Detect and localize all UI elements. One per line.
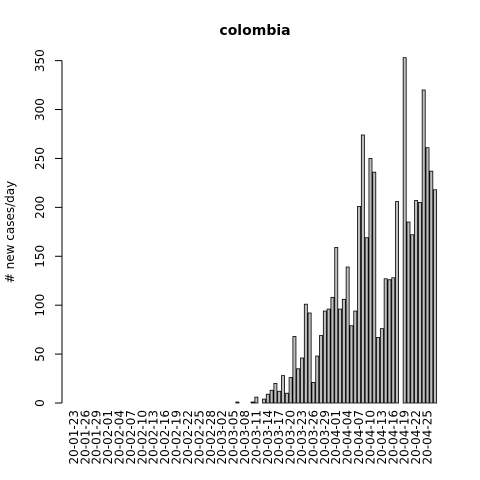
bar [376,337,380,404]
bar [334,247,339,404]
bar [433,189,438,404]
bar [357,205,361,404]
x-tick-label: 20-04-25 [420,410,434,464]
bar [292,336,297,404]
bar [417,202,422,404]
bar [338,308,342,404]
x-tick-label: 20-03-29 [318,410,332,464]
x-tick-label: 20-02-25 [192,410,206,464]
bar [307,312,312,404]
x-tick-label: 20-03-05 [227,410,241,464]
bar [345,266,350,404]
x-tick-label: 20-02-16 [158,410,172,464]
bar [288,377,293,404]
bar [300,357,304,404]
x-tick-label: 20-02-04 [113,410,127,464]
bar [425,147,430,404]
x-tick-label: 20-03-08 [238,410,252,464]
x-tick-label: 20-03-17 [272,410,286,464]
bar [322,310,327,404]
x-tick-label: 20-04-16 [386,410,400,464]
bar [303,303,308,404]
x-tick-label: 20-02-28 [204,410,218,464]
y-tick-label: 0 [33,399,47,407]
x-tick-label: 20-02-19 [170,410,184,464]
x-tick-label: 20-03-26 [306,410,320,464]
bar [429,170,434,404]
x-tick-label: 20-01-29 [90,410,104,464]
x-tick-label: 20-04-01 [329,410,343,464]
y-tick-label: 350 [33,49,47,72]
bar [330,296,335,404]
x-tick-label: 20-02-13 [147,410,161,464]
y-tick-label: 300 [33,98,47,121]
x-tick-label: 20-01-23 [67,410,81,464]
bar [387,279,392,404]
x-tick-label: 20-04-22 [409,410,423,464]
y-tick-label: 200 [33,196,47,219]
y-axis-label: # new cases/day [3,181,17,283]
bar [281,375,285,404]
bar [341,298,346,404]
bar [414,200,419,404]
bar [269,389,274,404]
bar [406,221,411,404]
bar [360,134,365,404]
x-tick-label: 20-03-23 [295,410,309,464]
x-tick-label: 20-02-22 [181,410,195,464]
x-tick-label: 20-03-02 [215,410,229,464]
bar [265,393,270,404]
bar [273,383,278,404]
bar [421,89,426,404]
y-tick-label: 50 [33,346,47,361]
bar [395,201,399,404]
y-tick-label: 150 [33,245,47,268]
x-tick-label: 20-02-10 [135,410,149,464]
x-tick-label: 20-04-04 [341,410,355,464]
bar [353,310,358,404]
bar [250,401,255,404]
bar [277,390,282,404]
bar [402,57,407,404]
x-tick-label: 20-04-07 [352,410,366,464]
y-tick-label: 100 [33,294,47,317]
bar [364,237,369,404]
bar [262,398,266,404]
x-tick-label: 20-04-10 [363,410,377,464]
x-tick-label: 20-02-07 [124,410,138,464]
x-tick-label: 20-01-26 [78,410,92,464]
bar [391,277,396,404]
bar [254,396,259,404]
bar [284,392,289,404]
bar [383,278,388,404]
bar [368,158,373,404]
bar [311,382,316,404]
bar [379,328,384,404]
bar [235,401,240,404]
x-tick-label: 20-03-14 [261,410,275,464]
x-tick-label: 20-04-13 [375,410,389,464]
y-tick-label: 250 [33,147,47,170]
bar [319,335,323,404]
bar [326,308,331,404]
bar [349,325,354,404]
x-tick-label: 20-04-19 [398,410,412,464]
bar [315,355,320,404]
bar [410,234,415,404]
x-tick-label: 20-03-20 [284,410,298,464]
x-tick-label: 20-03-11 [249,410,263,464]
bar [296,368,301,404]
x-tick-label: 20-02-01 [101,410,115,464]
bar [372,171,377,404]
chart-title: colombia [219,23,290,39]
